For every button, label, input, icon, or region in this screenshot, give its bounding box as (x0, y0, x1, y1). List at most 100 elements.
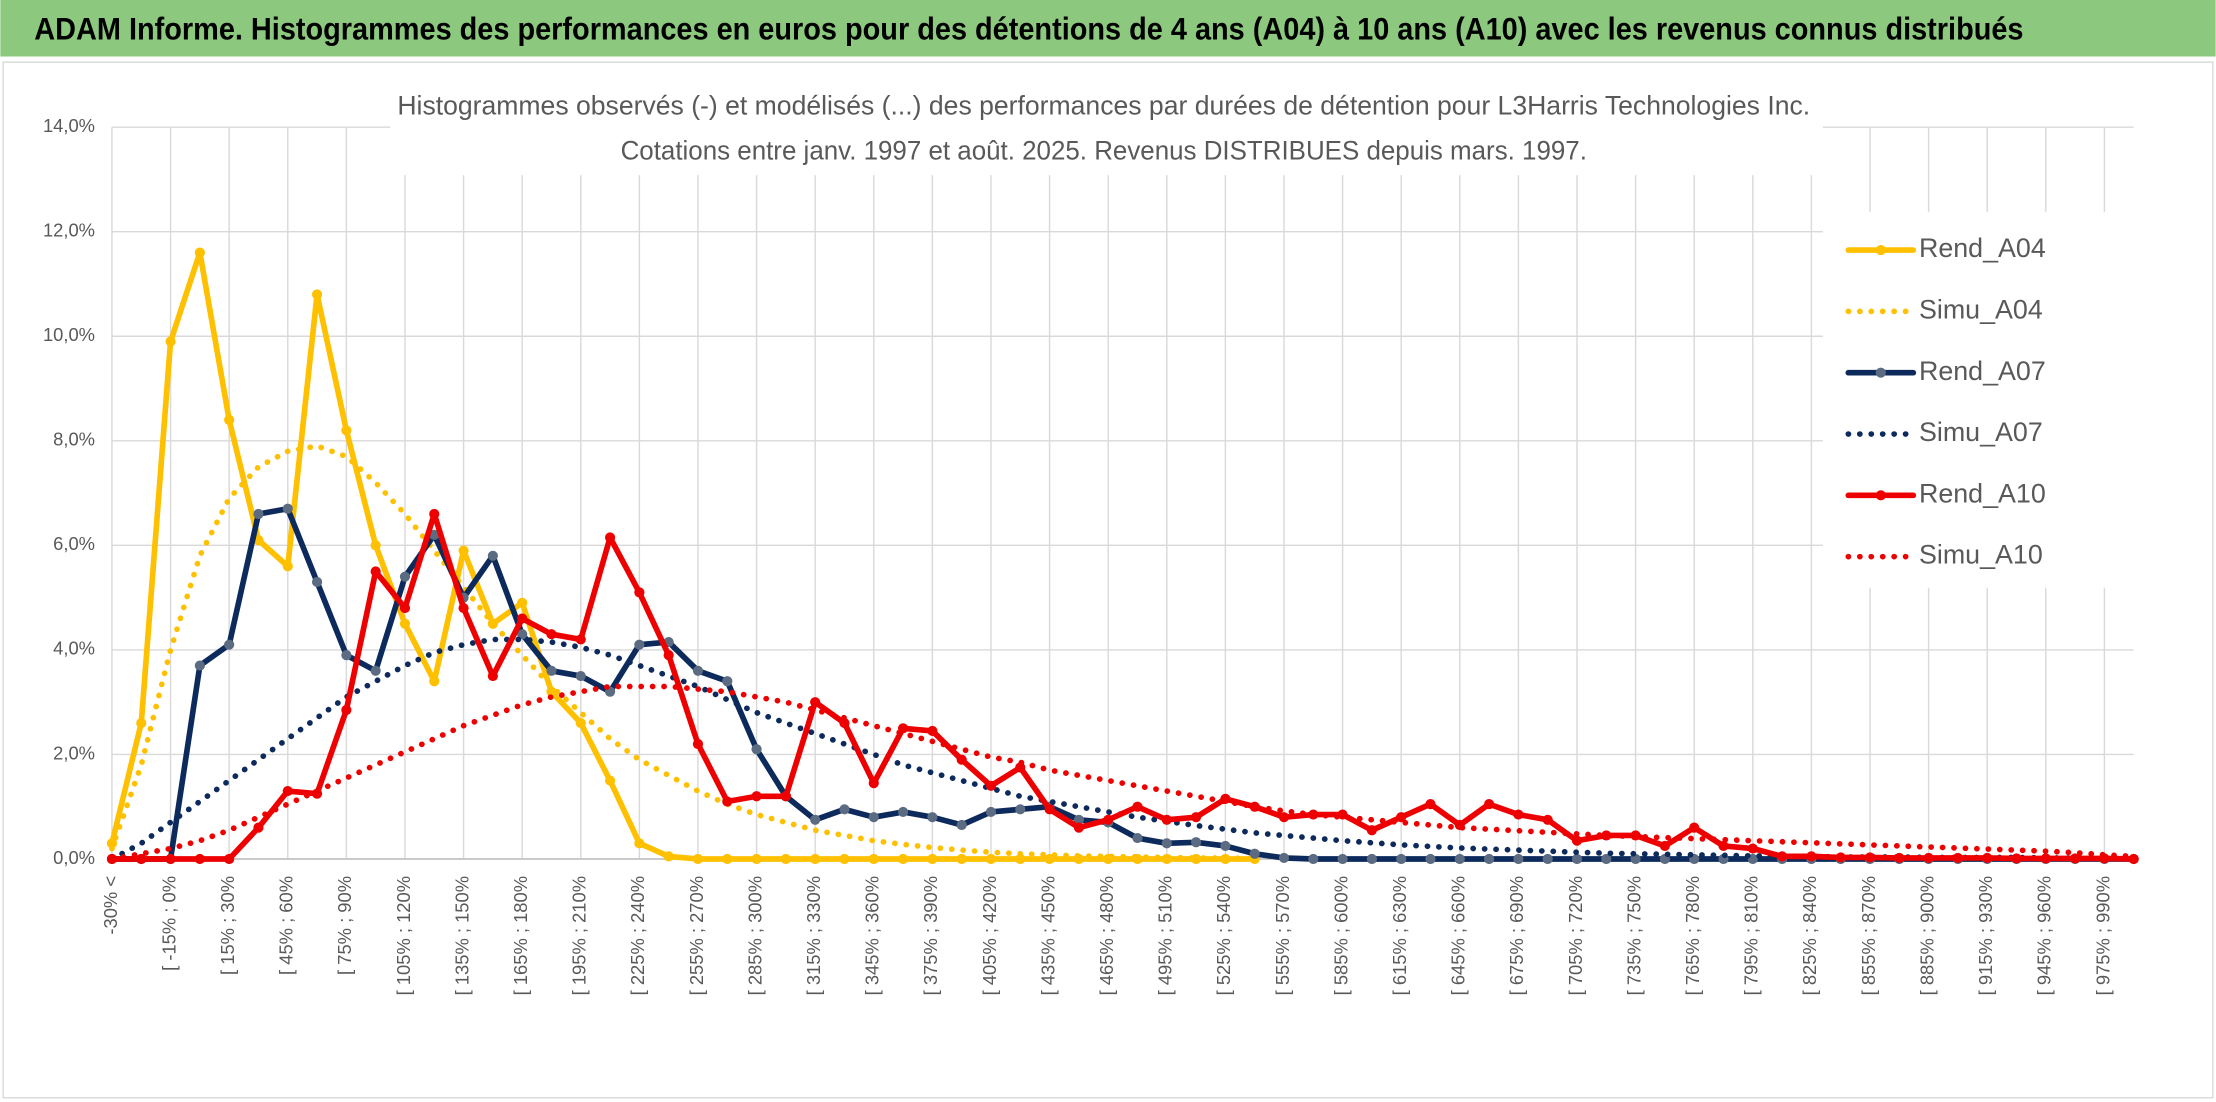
data-point (1044, 804, 1055, 815)
data-point (429, 676, 440, 687)
data-point (1484, 853, 1495, 865)
data-point (692, 853, 704, 865)
x-tick-label: [ 75% ; 90% (334, 876, 355, 975)
x-tick-label: [ 165% ; 180% (510, 876, 531, 995)
x-tick-label: [ 435% ; 450% (1037, 876, 1058, 995)
y-tick-label: 6,0% (53, 533, 95, 554)
data-point (341, 425, 352, 436)
data-point (1864, 852, 1876, 863)
data-point (722, 853, 733, 865)
legend: Rend_A04 Simu_A04 Rend_A07 Simu_A07 Rend_A10… (1845, 233, 2046, 570)
data-point (370, 566, 381, 577)
data-point (839, 804, 850, 815)
plot-area (106, 247, 2139, 865)
data-point (868, 812, 879, 823)
data-point (1425, 799, 1436, 810)
x-tick-label: [ 705% ; 720% (1565, 876, 1586, 995)
data-point (634, 587, 645, 598)
data-point (1689, 822, 1700, 833)
data-point (722, 796, 733, 807)
data-point (517, 613, 528, 624)
x-tick-label: [ 285% ; 300% (744, 876, 765, 995)
data-point (399, 618, 411, 629)
data-point (956, 853, 967, 865)
data-point (1571, 835, 1583, 846)
data-point (751, 853, 762, 865)
data-point (136, 717, 147, 729)
x-tick-label: [ 585% ; 600% (1330, 876, 1351, 995)
data-point (165, 336, 176, 347)
data-point (575, 670, 586, 682)
x-tick-label: [ -15% ; 0% (158, 876, 179, 971)
data-point (1952, 852, 1963, 864)
legend-marker (1875, 367, 1886, 378)
data-point (429, 508, 440, 520)
y-tick-label: 10,0% (43, 324, 95, 345)
series-line (109, 443, 1258, 862)
chart-border (2, 61, 2214, 1099)
data-point (1835, 852, 1846, 863)
x-tick-label: [ 525% ; 540% (1213, 876, 1234, 995)
data-point (1425, 853, 1436, 865)
data-point (1777, 851, 1788, 862)
data-point (282, 503, 293, 514)
data-point (282, 561, 293, 572)
x-tick-label: [ 615% ; 630% (1389, 876, 1410, 995)
chart-subtitle: Cotations entre janv. 1997 et août. 2025… (621, 136, 1587, 166)
data-point (341, 650, 352, 661)
x-tick-label: [ 105% ; 120% (393, 876, 414, 995)
data-point (1015, 804, 1026, 815)
x-tick-label: [ 555% ; 570% (1272, 876, 1293, 995)
data-point (1747, 843, 1758, 854)
data-point (546, 686, 557, 697)
x-tick-label: [ 465% ; 480% (1096, 876, 1117, 995)
data-point (194, 247, 205, 258)
legend-label: Simu_A07 (1919, 417, 2043, 447)
data-point (604, 775, 616, 786)
data-point (487, 670, 498, 682)
data-point (985, 780, 997, 791)
y-tick-label: 4,0% (53, 638, 95, 659)
data-point (956, 819, 967, 831)
data-point (839, 717, 850, 729)
series-line (109, 249, 1258, 862)
data-point (927, 853, 938, 865)
data-point (810, 697, 821, 708)
data-point (692, 665, 704, 676)
data-point (780, 853, 791, 865)
data-point (1659, 840, 1670, 852)
data-point (927, 812, 938, 823)
data-point (810, 814, 821, 825)
x-tick-label: [ 195% ; 210% (569, 876, 590, 995)
legend-label: Simu_A04 (1919, 294, 2043, 324)
data-point (956, 754, 967, 765)
data-point (224, 639, 235, 650)
x-tick-label: [ 735% ; 750% (1623, 876, 1644, 995)
data-point (868, 778, 879, 789)
data-point (1337, 809, 1348, 820)
data-point (1015, 853, 1026, 865)
data-point (1601, 830, 1612, 841)
data-point (311, 289, 323, 300)
x-tick-label: [ 765% ; 780% (1682, 876, 1703, 995)
series-line (109, 511, 2137, 862)
x-tick-label: [ 975% ; 990% (2092, 876, 2113, 995)
data-point (224, 853, 235, 865)
data-point (634, 838, 645, 849)
data-point (1484, 799, 1495, 810)
data-point (1249, 848, 1260, 859)
x-tick-label: [ 855% ; 870% (1858, 876, 1879, 995)
data-point (839, 853, 850, 865)
y-tick-label: 8,0% (53, 429, 95, 450)
x-tick-label: [ 225% ; 240% (627, 876, 648, 995)
data-point (1073, 814, 1084, 825)
data-point (194, 853, 205, 865)
data-point (575, 717, 586, 729)
data-point (1278, 852, 1290, 864)
data-point (253, 822, 264, 833)
x-tick-label: [ 915% ; 930% (1975, 876, 1996, 995)
data-point (194, 660, 205, 671)
x-tick-label: [ 345% ; 360% (862, 876, 883, 995)
data-point (1103, 814, 1114, 825)
